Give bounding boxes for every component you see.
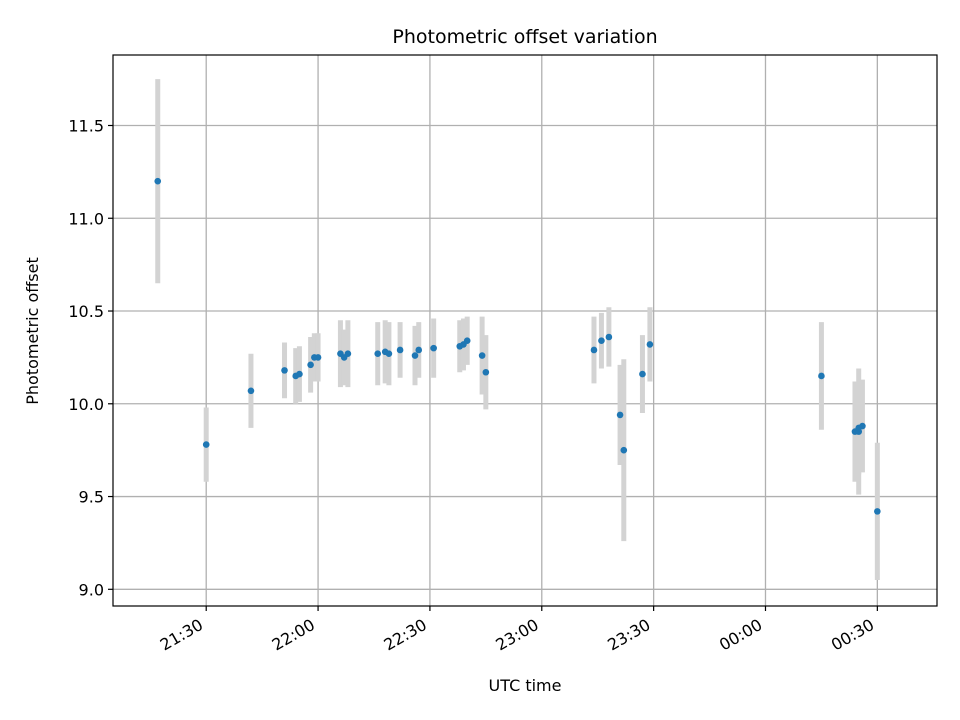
y-axis-ticks: 9.0 9.5 10.0 10.5 11.0 11.5 <box>68 116 113 599</box>
data-point <box>202 441 210 448</box>
y-tick-label: 9.0 <box>79 580 104 599</box>
data-point <box>482 368 490 376</box>
data-point <box>859 422 866 430</box>
y-axis-label: Photometric offset <box>23 257 42 405</box>
data-point <box>639 370 646 378</box>
data-point <box>374 350 382 357</box>
data-point <box>616 411 624 419</box>
data-point <box>396 346 404 354</box>
x-axis-label: UTC time <box>489 676 562 695</box>
data-point <box>818 372 825 380</box>
data-point <box>314 354 322 361</box>
y-tick-label: 10.5 <box>68 302 104 321</box>
data-point <box>307 361 314 369</box>
data-point <box>620 446 628 454</box>
plot-frame <box>112 54 938 607</box>
data-point <box>590 346 598 354</box>
data-point <box>296 370 303 378</box>
data-point <box>385 350 393 357</box>
data-point <box>463 337 471 345</box>
data-point <box>344 350 352 357</box>
data-point <box>598 337 605 345</box>
grid-lines <box>113 55 937 606</box>
data-point <box>478 352 486 359</box>
y-tick-label: 11.0 <box>68 209 104 228</box>
data-point <box>247 387 255 395</box>
data-point <box>874 508 881 515</box>
data-point <box>281 367 288 374</box>
y-tick-label: 9.5 <box>79 488 104 507</box>
data-point <box>646 341 654 348</box>
data-point <box>430 344 437 352</box>
y-tick-label: 10.0 <box>68 395 104 414</box>
data-point <box>415 346 423 354</box>
data-point <box>154 177 162 185</box>
data-point <box>411 352 419 359</box>
chart-title: Photometric offset variation <box>392 26 657 48</box>
data-points <box>154 177 881 515</box>
data-point <box>605 333 613 341</box>
y-tick-label: 11.5 <box>68 116 104 135</box>
